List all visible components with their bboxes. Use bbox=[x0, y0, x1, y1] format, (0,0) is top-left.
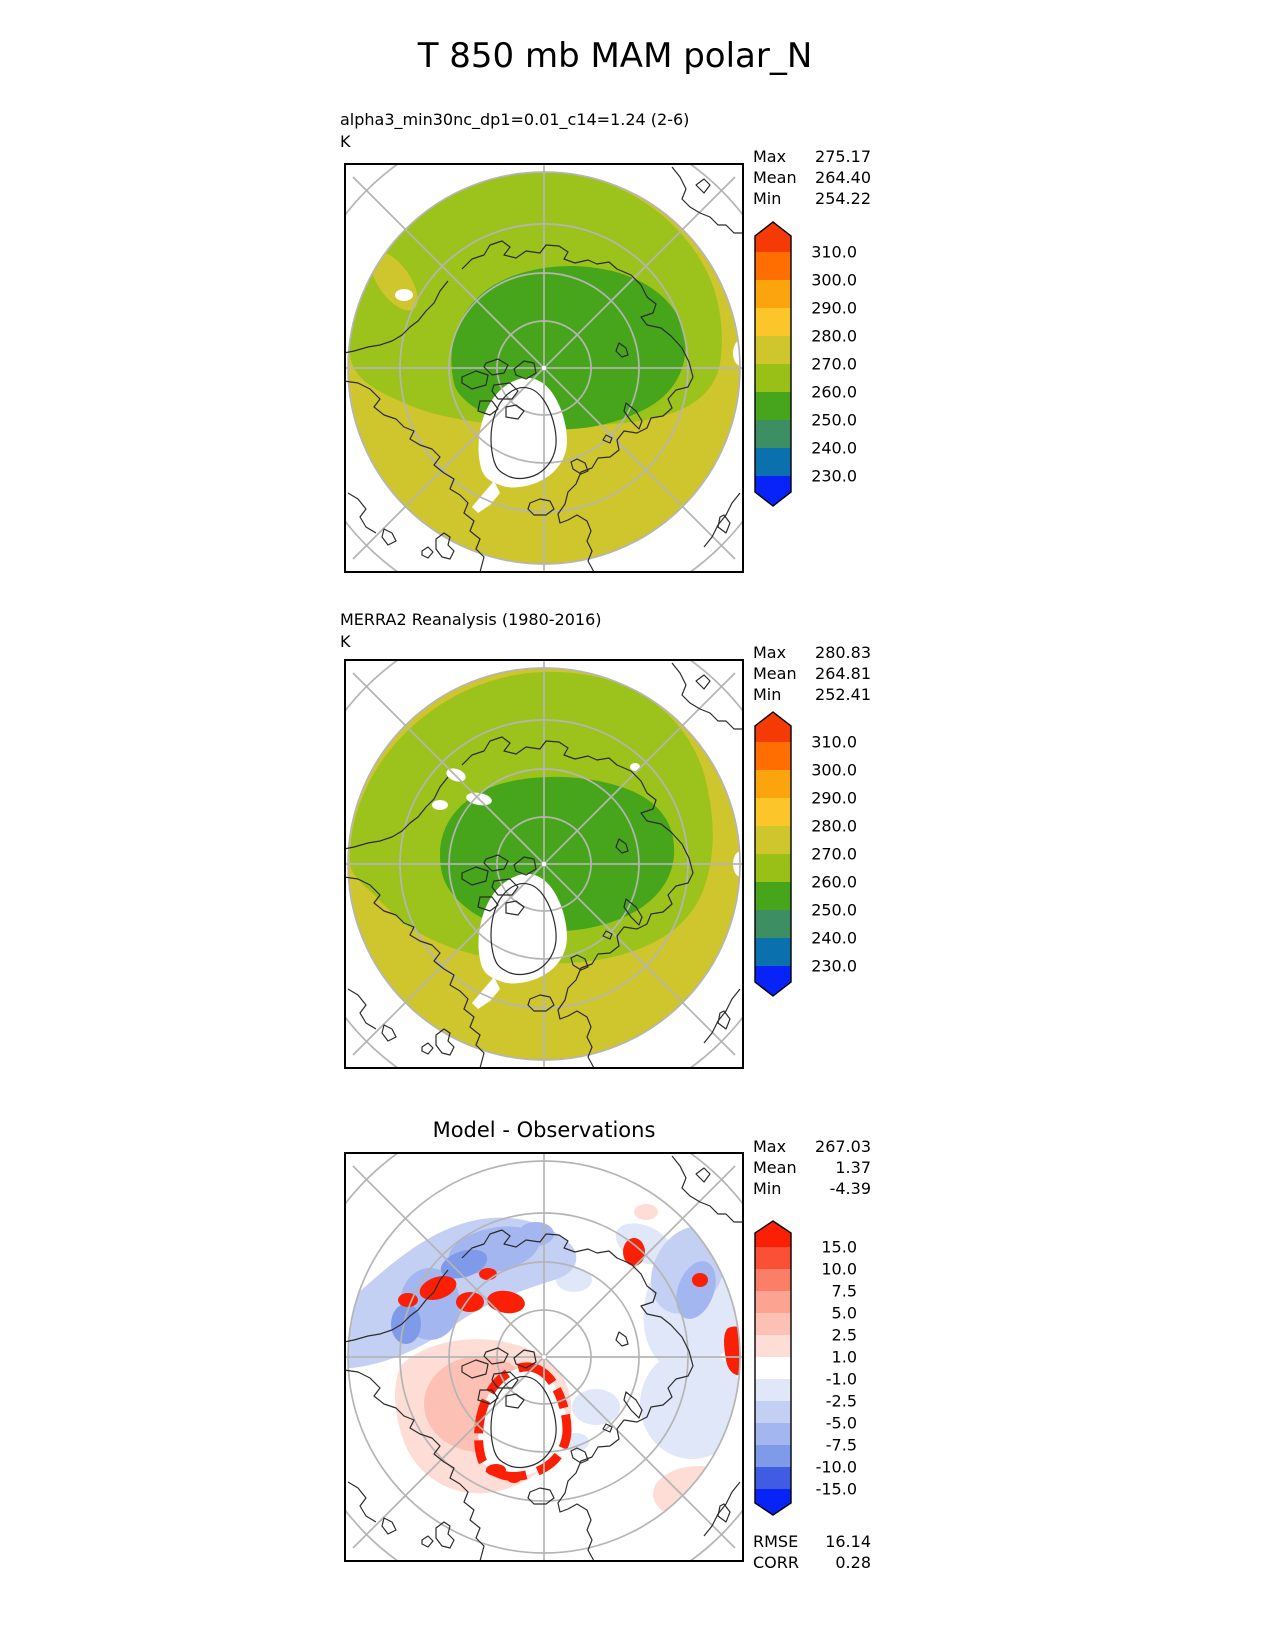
stat-value: 264.40 bbox=[815, 168, 871, 187]
colorbar-obs: 310.0 300.0 290.0 280.0 270.0 260.0 250.0 240.0… bbox=[753, 710, 903, 1006]
svg-text:-15.0: -15.0 bbox=[816, 1480, 857, 1499]
stat-label: Mean bbox=[753, 168, 797, 187]
svg-text:240.0: 240.0 bbox=[811, 929, 857, 948]
svg-text:1.0: 1.0 bbox=[832, 1348, 857, 1367]
svg-text:310.0: 310.0 bbox=[811, 243, 857, 262]
svg-text:240.0: 240.0 bbox=[811, 439, 857, 458]
stat-row: Min -4.39 bbox=[753, 1178, 871, 1199]
svg-text:230.0: 230.0 bbox=[811, 467, 857, 486]
stat-row: Max 275.17 bbox=[753, 146, 871, 167]
svg-text:-10.0: -10.0 bbox=[816, 1458, 857, 1477]
stat-row: Mean 264.40 bbox=[753, 167, 871, 188]
svg-text:230.0: 230.0 bbox=[811, 957, 857, 976]
svg-text:290.0: 290.0 bbox=[811, 299, 857, 318]
panel-obs-units: K bbox=[340, 632, 351, 651]
stat-row: Min 252.41 bbox=[753, 684, 871, 705]
stat-label: Max bbox=[753, 147, 787, 166]
svg-text:270.0: 270.0 bbox=[811, 845, 857, 864]
metric-label: RMSE bbox=[753, 1532, 799, 1551]
svg-text:260.0: 260.0 bbox=[811, 873, 857, 892]
svg-text:250.0: 250.0 bbox=[811, 411, 857, 430]
stat-row: Min 254.22 bbox=[753, 188, 871, 209]
svg-text:270.0: 270.0 bbox=[811, 355, 857, 374]
svg-text:-5.0: -5.0 bbox=[826, 1414, 857, 1433]
panel-diff-title: Model - Observations bbox=[432, 1118, 656, 1142]
stat-value: 264.81 bbox=[815, 664, 871, 683]
panel-obs-title: MERRA2 Reanalysis (1980-2016) bbox=[340, 610, 602, 629]
stat-row: Max 280.83 bbox=[753, 642, 871, 663]
svg-text:15.0: 15.0 bbox=[821, 1238, 857, 1257]
svg-text:250.0: 250.0 bbox=[811, 901, 857, 920]
stat-value: 252.41 bbox=[815, 685, 871, 704]
stat-label: Mean bbox=[753, 1158, 797, 1177]
svg-text:290.0: 290.0 bbox=[811, 789, 857, 808]
stat-value: 254.22 bbox=[815, 189, 871, 208]
stat-value: 280.83 bbox=[815, 643, 871, 662]
svg-text:300.0: 300.0 bbox=[811, 761, 857, 780]
metric-row: RMSE 16.14 bbox=[753, 1531, 871, 1552]
map-model bbox=[344, 163, 744, 573]
panel-model-units: K bbox=[340, 132, 351, 151]
svg-text:5.0: 5.0 bbox=[832, 1304, 857, 1323]
svg-text:280.0: 280.0 bbox=[811, 817, 857, 836]
stat-value: 1.37 bbox=[835, 1158, 871, 1177]
stats-model: Max 275.17 Mean 264.40 Min 254.22 bbox=[753, 146, 871, 209]
svg-text:2.5: 2.5 bbox=[832, 1326, 857, 1345]
svg-text:-7.5: -7.5 bbox=[826, 1436, 857, 1455]
metric-label: CORR bbox=[753, 1553, 799, 1572]
metric-value: 0.28 bbox=[835, 1553, 871, 1572]
stat-value: -4.39 bbox=[829, 1179, 871, 1198]
map-diff bbox=[344, 1152, 744, 1562]
stat-label: Min bbox=[753, 685, 782, 704]
stat-label: Mean bbox=[753, 664, 797, 683]
svg-text:-2.5: -2.5 bbox=[826, 1392, 857, 1411]
stat-label: Min bbox=[753, 189, 782, 208]
svg-text:-1.0: -1.0 bbox=[826, 1370, 857, 1389]
colorbar-model: 310.0 300.0 290.0 280.0 270.0 260.0 250.0 240.0… bbox=[753, 220, 903, 516]
panel-model-title: alpha3_min30nc_dp1=0.01_c14=1.24 (2-6) bbox=[340, 110, 690, 129]
map-obs bbox=[344, 659, 744, 1069]
figure-title: T 850 mb MAM polar_N bbox=[417, 36, 813, 76]
svg-text:280.0: 280.0 bbox=[811, 327, 857, 346]
metric-value: 16.14 bbox=[825, 1532, 871, 1551]
metrics-diff: RMSE 16.14 CORR 0.28 bbox=[753, 1531, 871, 1573]
svg-text:300.0: 300.0 bbox=[811, 271, 857, 290]
stats-diff: Max 267.03 Mean 1.37 Min -4.39 bbox=[753, 1136, 871, 1199]
stat-label: Max bbox=[753, 1137, 787, 1156]
stat-value: 275.17 bbox=[815, 147, 871, 166]
stat-value: 267.03 bbox=[815, 1137, 871, 1156]
stats-obs: Max 280.83 Mean 264.81 Min 252.41 bbox=[753, 642, 871, 705]
stat-row: Max 267.03 bbox=[753, 1136, 871, 1157]
stat-row: Mean 264.81 bbox=[753, 663, 871, 684]
svg-text:7.5: 7.5 bbox=[832, 1282, 857, 1301]
svg-text:10.0: 10.0 bbox=[821, 1260, 857, 1279]
metric-row: CORR 0.28 bbox=[753, 1552, 871, 1573]
colorbar-diff: 15.0 10.0 7.5 5.0 2.5 1.0 -1.0 -2.5 -5.0 -7.5 -10.… bbox=[753, 1219, 903, 1525]
svg-text:310.0: 310.0 bbox=[811, 733, 857, 752]
svg-text:260.0: 260.0 bbox=[811, 383, 857, 402]
stat-label: Min bbox=[753, 1179, 782, 1198]
stat-row: Mean 1.37 bbox=[753, 1157, 871, 1178]
stat-label: Max bbox=[753, 643, 787, 662]
